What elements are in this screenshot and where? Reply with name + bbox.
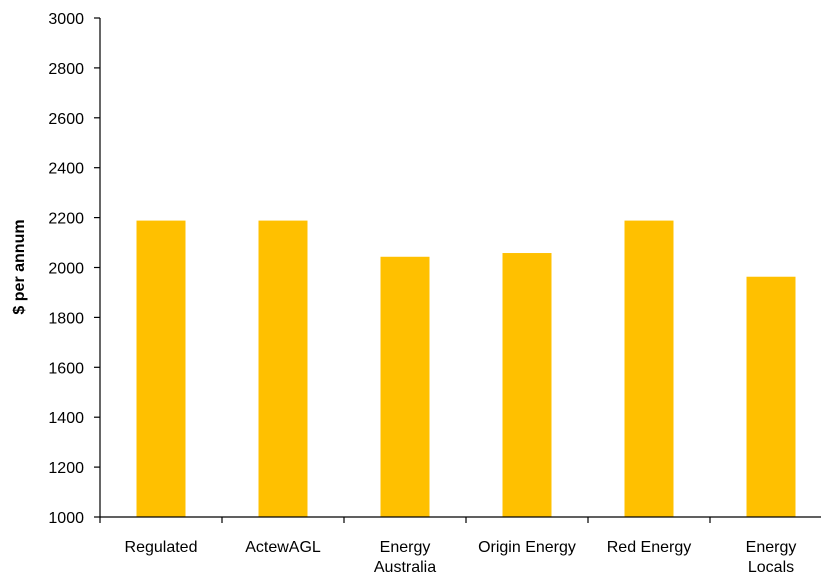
x-axis-ticks: Regulated ActewAGL Energy Australia Origin E… [99,517,797,575]
bar [624,220,674,517]
y-tick-label: 1800 [48,310,84,327]
y-axis-title: $ per annum [11,219,28,314]
x-tick-label: Energy Locals [746,539,797,575]
x-tick-label: Regulated [125,539,198,556]
y-tick-label: 1400 [48,410,84,427]
y-tick-label: 2400 [48,161,84,178]
bar [746,276,796,517]
y-axis-ticks: 1000 1200 1400 1600 1800 2000 2200 2400 2600 2800… [48,11,100,527]
y-tick-label: 1600 [48,360,84,377]
bar [136,220,186,517]
x-tick-label: Origin Energy [478,539,576,556]
x-tick-label: Energy Australia [374,539,436,575]
x-tick-label: Red Energy [607,539,692,556]
y-tick-label: 3000 [48,11,84,28]
y-tick-label: 2600 [48,111,84,128]
y-tick-label: 2800 [48,61,84,78]
y-axis-title-group: $ per annum [11,219,28,314]
y-tick-label: 1000 [48,510,84,527]
x-tick-label: ActewAGL [245,539,321,556]
y-tick-label: 1200 [48,460,84,477]
bars [136,220,796,518]
y-tick-label: 2200 [48,211,84,228]
bar [502,253,552,518]
bar [258,220,308,517]
y-tick-label: 2000 [48,261,84,278]
bar [380,256,430,517]
